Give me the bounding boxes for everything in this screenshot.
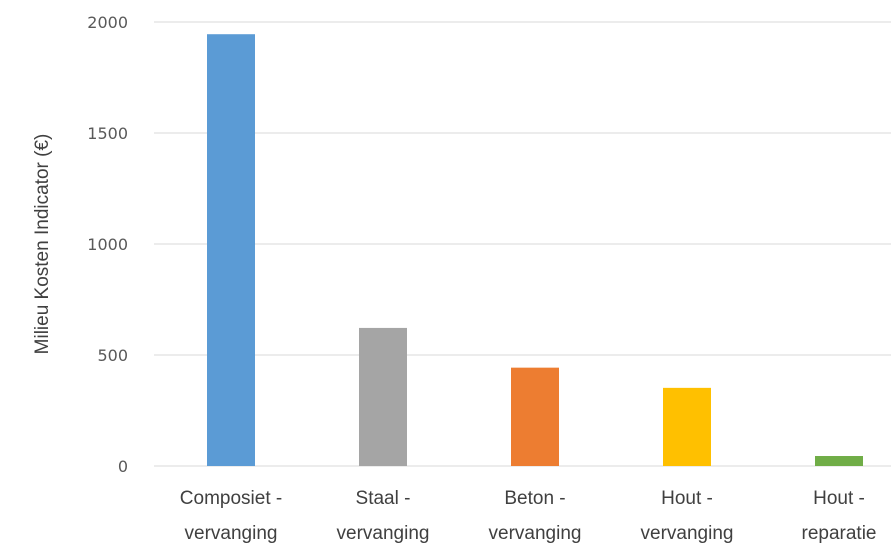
bar bbox=[511, 367, 559, 466]
y-tick-label: 2000 bbox=[87, 13, 128, 32]
gridlines bbox=[154, 21, 891, 467]
y-tick-label: 1500 bbox=[87, 124, 128, 143]
x-tick-label: Staal -vervanging bbox=[337, 488, 430, 544]
x-tick-label: Hout -vervanging bbox=[641, 488, 734, 544]
bar bbox=[359, 327, 407, 466]
bar bbox=[207, 34, 255, 467]
x-tick-label: Beton -vervanging bbox=[489, 488, 582, 544]
y-tick-label: 500 bbox=[97, 346, 128, 365]
x-tick-label: Hout -reparatie bbox=[802, 488, 877, 544]
y-tick-label: 1000 bbox=[87, 235, 128, 254]
y-tick-label: 0 bbox=[118, 457, 128, 476]
x-axis-labels: Composiet -vervanging Staal -vervanging Be… bbox=[180, 488, 877, 544]
bar bbox=[815, 456, 863, 466]
y-axis-title: Milieu Kosten Indicator (€) bbox=[32, 134, 53, 355]
y-axis-ticks: 0 500 1000 1500 2000 bbox=[87, 13, 128, 476]
x-tick-label: Composiet -vervanging bbox=[180, 488, 282, 544]
bar bbox=[663, 387, 711, 466]
bars bbox=[207, 34, 863, 467]
